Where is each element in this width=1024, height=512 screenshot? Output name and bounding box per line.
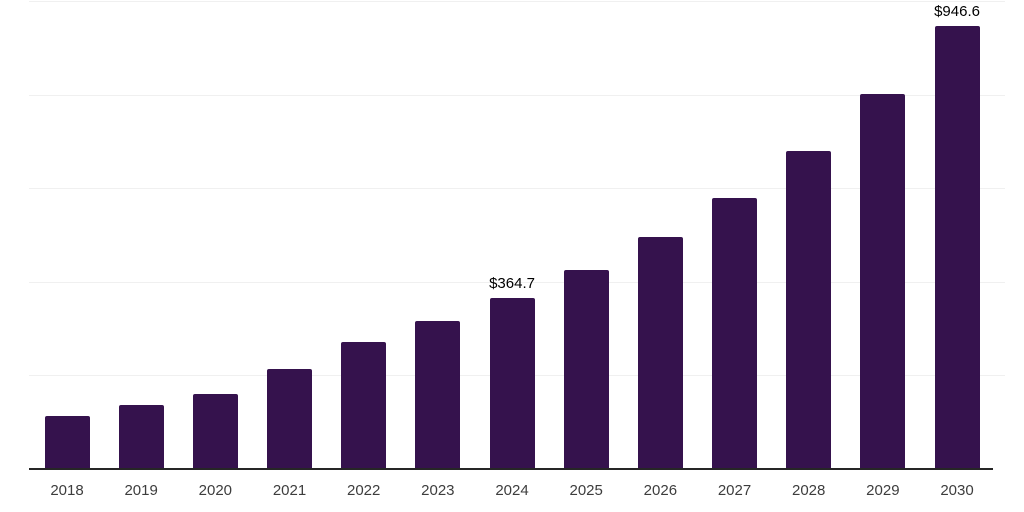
x-axis: 2018 2019 2020 2021 2022 2023 2024 2025 2026 2027…	[29, 482, 1005, 506]
bar-2029	[860, 94, 906, 469]
bar-2028	[786, 150, 832, 469]
gridline-1000	[29, 1, 1005, 2]
gridline-400	[29, 281, 1005, 283]
x-tick-label-2028: 2028	[792, 482, 826, 499]
x-tick-label-2030: 2030	[940, 482, 974, 499]
x-tick-label-2018: 2018	[50, 482, 84, 499]
data-label-2030: $946.6	[934, 3, 980, 20]
x-tick-label-2027: 2027	[717, 482, 752, 499]
bar-2023	[415, 321, 461, 469]
x-tick-label-2021: 2021	[272, 482, 307, 499]
x-tick-label-2025: 2025	[569, 482, 603, 499]
bar-2021	[267, 368, 312, 469]
bar-2030	[934, 26, 980, 469]
x-tick-label-2023: 2023	[421, 482, 455, 499]
x-tick-label-2022: 2022	[346, 482, 381, 499]
gridline-600	[29, 188, 1005, 190]
bar-2026	[637, 236, 683, 469]
bar-2022	[341, 342, 387, 469]
bar-2018	[44, 416, 90, 469]
bar-2027	[712, 198, 758, 469]
bar-2024	[489, 298, 535, 469]
x-tick-label-2026: 2026	[643, 482, 678, 499]
gridline-800	[29, 94, 1005, 96]
x-tick-label-2029: 2029	[866, 482, 900, 499]
data-label-2024: $364.7	[489, 275, 535, 293]
x-tick-label-2020: 2020	[198, 482, 233, 499]
x-axis-line	[29, 468, 993, 470]
plot-area: $364.7 $946.6	[29, 0, 1005, 470]
bar-2019	[118, 404, 164, 469]
bar-2020	[192, 394, 238, 469]
x-tick-label-2024: 2024	[495, 482, 529, 499]
bar-2025	[563, 270, 609, 469]
x-tick-label-2019: 2019	[124, 482, 158, 499]
